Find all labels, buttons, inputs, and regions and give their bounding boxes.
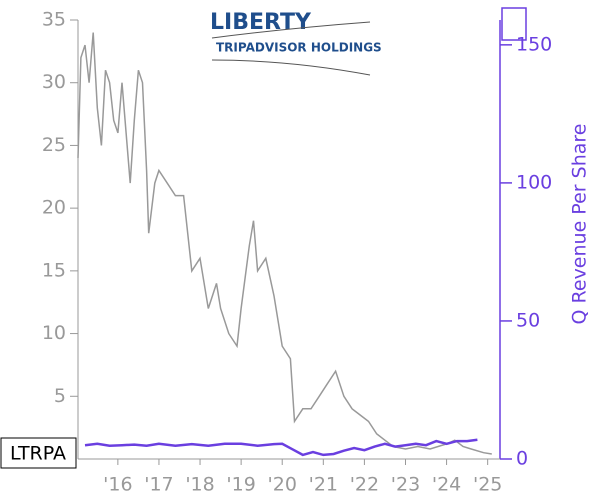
legend-box [501, 7, 527, 41]
logo-title: LIBERTY [210, 10, 312, 35]
y2-tick-label: 100 [516, 171, 552, 193]
y-tick-label: 10 [42, 322, 66, 344]
x-tick-label: '18 [185, 474, 214, 496]
y-tick-label: 15 [42, 259, 66, 281]
y2-axis-label: Q Revenue Per Share [569, 124, 591, 325]
ticker: LTRPA [10, 443, 66, 465]
x-tick-label: '16 [103, 474, 132, 496]
x-tick-label: '25 [473, 474, 502, 496]
y-tick-label: 30 [42, 71, 66, 93]
y-tick-label: 35 [42, 9, 66, 31]
x-tick-label: '19 [226, 474, 255, 496]
y2-tick-label: 50 [516, 309, 540, 331]
series-line [84, 438, 478, 457]
x-tick-label: '23 [391, 474, 420, 496]
x-tick-label: '21 [309, 474, 338, 496]
y-tick-label: 5 [54, 385, 66, 407]
y2-tick-label: 0 [516, 448, 528, 470]
series-line [77, 32, 492, 455]
x-tick-label: '20 [268, 474, 297, 496]
x-tick-label: '24 [432, 474, 461, 496]
x-tick-label: '17 [144, 474, 173, 496]
logo-swoosh [211, 59, 371, 76]
y-tick-label: 25 [42, 134, 66, 156]
y-tick-label: 20 [42, 197, 66, 219]
logo-subtitle: TRIPADVISOR HOLDINGS [216, 41, 382, 55]
y2-tick-label: 150 [516, 33, 552, 55]
logo-swoosh [211, 21, 371, 39]
ticker-box [0, 437, 77, 469]
x-tick-label: '22 [350, 474, 379, 496]
